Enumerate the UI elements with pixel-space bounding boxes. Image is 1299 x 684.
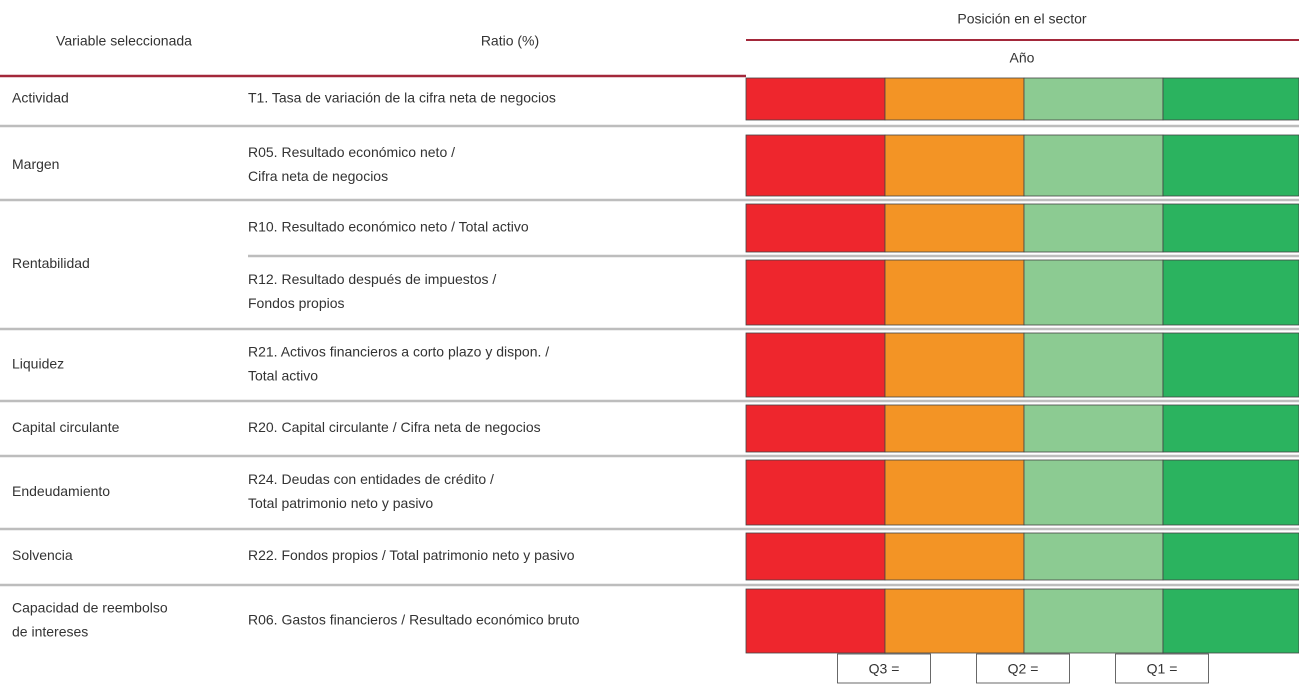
quartile-cell	[884, 259, 1025, 326]
cell-text: Margen	[12, 156, 59, 172]
cell-text: Rentabilidad	[12, 255, 90, 271]
cell-text: R12. Resultado después de impuestos /	[248, 271, 496, 287]
cell-text: Total patrimonio neto y pasivo	[248, 495, 433, 511]
quartile-box	[837, 653, 931, 684]
header-year: Año	[1010, 50, 1035, 66]
quartile-cell	[745, 203, 886, 253]
quartile-cell	[1162, 459, 1299, 526]
quartile-cell	[1162, 259, 1299, 326]
quartile-cell	[1023, 332, 1164, 398]
cell-text: de intereses	[12, 624, 88, 640]
header-position: Posición en el sector	[957, 11, 1087, 27]
quartile-label: Q1 =	[1147, 661, 1178, 677]
quartile-cell	[745, 332, 886, 398]
quartile-cell	[884, 588, 1025, 654]
cell-text: R22. Fondos propios / Total patrimonio n…	[248, 547, 575, 563]
quartile-cell	[884, 134, 1025, 197]
quartile-box	[1115, 653, 1209, 684]
cell-text: R10. Resultado económico neto / Total ac…	[248, 219, 529, 235]
quartile-cell	[745, 259, 886, 326]
cell-text: R20. Capital circulante / Cifra neta de …	[248, 419, 541, 435]
header-variable: Variable seleccionada	[56, 33, 192, 49]
quartile-cell	[745, 532, 886, 581]
cell-text: Capacidad de reembolso	[12, 600, 168, 616]
quartile-cell	[884, 332, 1025, 398]
cell-text: T1. Tasa de variación de la cifra neta d…	[248, 90, 556, 106]
cell-text: Total activo	[248, 368, 318, 384]
quartile-cell	[1162, 404, 1299, 453]
cell-text: Cifra neta de negocios	[248, 168, 388, 184]
cell-text: Capital circulante	[12, 419, 120, 435]
quartile-cell	[884, 203, 1025, 253]
quartile-cell	[1162, 588, 1299, 654]
quartile-cell	[1023, 77, 1164, 121]
quartile-cell	[745, 77, 886, 121]
cell-text: R21. Activos financieros a corto plazo y…	[248, 344, 549, 360]
quartile-cell	[1162, 134, 1299, 197]
quartile-cell	[1162, 203, 1299, 253]
quartile-cell	[1162, 332, 1299, 398]
quartile-cell	[1023, 459, 1164, 526]
quartile-cell	[1023, 588, 1164, 654]
cell-text: R05. Resultado económico neto /	[248, 144, 455, 160]
quartile-cell	[745, 134, 886, 197]
quartile-cell	[884, 532, 1025, 581]
quartile-cell	[745, 588, 886, 654]
quartile-label: Q3 =	[869, 661, 900, 677]
quartile-cell	[1023, 404, 1164, 453]
header-ratio: Ratio (%)	[481, 33, 539, 49]
quartile-cell	[1162, 532, 1299, 581]
cell-text: R06. Gastos financieros / Resultado econ…	[248, 612, 580, 628]
quartile-cell	[884, 404, 1025, 453]
quartile-box	[976, 653, 1070, 684]
quartile-cell	[1023, 259, 1164, 326]
quartile-cell	[745, 459, 886, 526]
cell-text: Actividad	[12, 90, 69, 106]
cell-text: Fondos propios	[248, 295, 345, 311]
cell-text: R24. Deudas con entidades de crédito /	[248, 471, 494, 487]
quartile-cell	[1162, 77, 1299, 121]
cell-text: Endeudamiento	[12, 483, 110, 499]
quartile-cell	[1023, 532, 1164, 581]
quartile-cell	[1023, 134, 1164, 197]
quartile-cell	[1023, 203, 1164, 253]
quartile-label: Q2 =	[1008, 661, 1039, 677]
quartile-cell	[884, 77, 1025, 121]
cell-text: Liquidez	[12, 356, 64, 372]
cell-text: Solvencia	[12, 547, 73, 563]
quartile-cell	[884, 459, 1025, 526]
quartile-cell	[745, 404, 886, 453]
